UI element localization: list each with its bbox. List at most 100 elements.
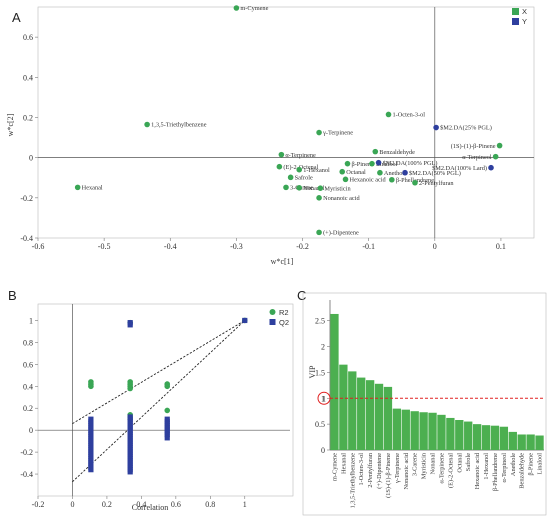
panel-c-plot-frame xyxy=(302,292,547,516)
panel-c-category-label: (E)-2-Octenal xyxy=(447,453,454,488)
panel-a-legend-label: Y xyxy=(522,17,527,26)
panel-a-point-1s-1-pinene xyxy=(496,142,503,149)
panel-a-y-tick-label: -0.4 xyxy=(20,234,33,243)
panel-c-bar-hexanoic-acid xyxy=(472,424,482,450)
panel-c-bar-octanal xyxy=(455,420,464,450)
panel-c-category-label: (+)-Dipentene xyxy=(376,453,383,489)
panel-c-y-tick-label: 2 xyxy=(321,343,325,352)
panel-a-point-label: α-Terpinene xyxy=(285,152,316,159)
panel-c-category-label: β-Pinene xyxy=(528,453,535,476)
panel-b-x-tick-label: 0 xyxy=(70,500,74,509)
panel-c-category-label: 2-Pentylfuran xyxy=(367,452,374,487)
panel-b-x-tick-label: -0.2 xyxy=(32,500,45,509)
panel-b-y-tick-label: -0.2 xyxy=(20,448,33,457)
panel-a-point-label: m-Cymene xyxy=(240,5,268,12)
panel-c-threshold-circle xyxy=(317,391,331,405)
panel-a-point-3-carene xyxy=(283,184,289,191)
panel-a-legend-label: X xyxy=(522,7,527,16)
panel-a-point-label: α-Terpineol xyxy=(462,154,492,161)
panel-a-point-label: (1S)-(1)-β-Pinene xyxy=(451,143,496,150)
panel-a-point-label: Benzaldehyde xyxy=(379,149,415,156)
panel-a-x-tick-label: -0.3 xyxy=(230,242,243,251)
panel-c-bar-benzaldehyde xyxy=(517,434,526,450)
panel-a-y-tick-label: 0.4 xyxy=(23,73,33,82)
panel-a-point-linalool xyxy=(369,160,375,167)
panel-c-category-label: Safrole xyxy=(465,453,472,471)
panel-a-point-label: (+)-Dipentene xyxy=(323,230,359,237)
panel-c-bar-dipentene xyxy=(374,383,384,450)
panel-a-point-1-hexanol xyxy=(296,166,303,173)
panel-a-point-label: Octanal xyxy=(346,169,366,176)
panel-b-regression-line-r2 xyxy=(72,320,246,424)
panel-c-bar-3-carene xyxy=(410,411,419,450)
panel-b-y-tick-label: 0.2 xyxy=(23,404,33,413)
panel-a-point-label: Myristicin xyxy=(324,185,351,192)
panel-c-y-tick-label: 0.5 xyxy=(315,420,325,429)
panel-letter-c: C xyxy=(297,288,306,303)
panel-a-x-tick-label: -0.4 xyxy=(164,242,177,251)
panel-letter-b: B xyxy=(8,288,17,303)
panel-a-point-label: Nonanal xyxy=(303,185,325,192)
panel-letter-a: A xyxy=(12,10,21,25)
panel-a-x-tick-label: -0.6 xyxy=(32,242,45,251)
panel-c-bar-2-pentylfuran xyxy=(365,380,375,450)
panel-a-point-label: γ-Terpinene xyxy=(322,130,353,137)
panel-a-x-tick-label: -0.2 xyxy=(296,242,309,251)
panel-a-point-pinene xyxy=(344,160,351,167)
panel-b-legend-label: R2 xyxy=(279,308,289,317)
panel-b-y-tick-label: 0 xyxy=(29,426,33,435)
panel-a-point-label: Nonanoic acid xyxy=(323,195,360,202)
panel-b-y-tick-label: -0.4 xyxy=(20,470,33,479)
panel-a-point-label: Safrole xyxy=(295,175,313,182)
panel-c-y-tick-label: 0 xyxy=(321,446,325,455)
panel-c-bar-e-2-octenal xyxy=(446,417,455,450)
panel-a-point-label: Hexanoic acid xyxy=(350,177,387,184)
panel-a-pls-loading-plot: XY -0.6 -0.5 -0.4 -0.3 -0.2 -0.1 0 0.1 -0.4 -0.2 0… xyxy=(6,5,535,266)
panel-b-point-q2 xyxy=(127,469,133,475)
panel-a-point-2-pentylfuran xyxy=(412,179,418,186)
panel-a-legend-swatch-x xyxy=(512,8,519,15)
panel-c-bar-1-octen-3-ol xyxy=(357,377,366,450)
panel-a-point-safrole xyxy=(287,174,294,181)
panel-a-y-tick-label: -0.2 xyxy=(20,194,33,203)
panel-c-category-label: Myristicin xyxy=(421,452,428,479)
panel-a-legend: XY xyxy=(512,7,527,26)
panel-c-bar-pinene xyxy=(526,434,535,450)
panel-c-bar-nonanal xyxy=(428,412,437,450)
panel-a-point-label: Linalool xyxy=(376,161,398,168)
panel-a-point-m2-da-100-pgl xyxy=(375,159,382,166)
panel-a-point-label: 1-Octen-3-ol xyxy=(393,112,426,119)
panel-b-y-tick-label: 1 xyxy=(29,316,33,325)
panel-a-plot-frame xyxy=(37,6,535,239)
panel-c-category-label: Benzaldehyde xyxy=(519,453,526,489)
panel-a-point-label: $M2.DA(50% PGL) xyxy=(409,170,461,177)
panel-a-x-tick-label: -0.5 xyxy=(98,242,111,251)
panel-c-bar-1-3-5-triethylbenzene xyxy=(348,371,357,450)
panel-a-point-label: 1-Hexanol xyxy=(303,167,330,174)
panel-a-point-m2-da-50-pgl xyxy=(402,169,408,176)
panel-a-point-label: 2-Pentylfuran xyxy=(419,180,454,187)
panel-a-points: m-Cymene 1,3,5-Triethylbenzene 1-Octen-3-o… xyxy=(74,5,503,237)
panel-c-threshold-label: 1 xyxy=(322,394,326,403)
panel-c-bar-phellandrene xyxy=(490,425,500,450)
panel-b-regression-lines xyxy=(72,320,246,483)
panel-c-bar-anethole xyxy=(508,431,517,450)
panel-a-x-tick-label: -0.1 xyxy=(362,242,375,251)
panel-b-x-tick-label: 0.6 xyxy=(171,500,181,509)
panel-c-category-label: Hexanoic acid xyxy=(474,452,481,489)
panel-b-x-tick-label: 0.2 xyxy=(102,500,112,509)
panel-a-x-tick-label: 0.1 xyxy=(496,242,506,251)
panel-c-y-tick-label: 1.5 xyxy=(315,368,325,377)
panel-a-legend-swatch-y xyxy=(512,18,519,25)
panel-c-category-labels: m-Cymene Hexanal 1,3,5-Triethylbenzene 1-Oc… xyxy=(331,452,543,508)
panel-a-axes: -0.6 -0.5 -0.4 -0.3 -0.2 -0.1 0 0.1 -0.4 -0.2 0 0.2… xyxy=(20,7,534,251)
panel-c-bars xyxy=(330,313,544,450)
panel-a-x-tick-label: 0 xyxy=(433,242,437,251)
panel-a-point-benzaldehyde xyxy=(372,148,379,155)
panel-a-y-tick-label: 0.2 xyxy=(23,113,33,122)
panel-a-point-dipentene xyxy=(316,229,322,236)
panel-b-legend-swatch-r2 xyxy=(269,309,276,315)
panel-b-axes: -0.2 0 0.2 0.4 0.6 0.8 1 -0.4 -0.2 0 0.2 0.4 0.6 0.8 1 xyxy=(20,304,290,509)
